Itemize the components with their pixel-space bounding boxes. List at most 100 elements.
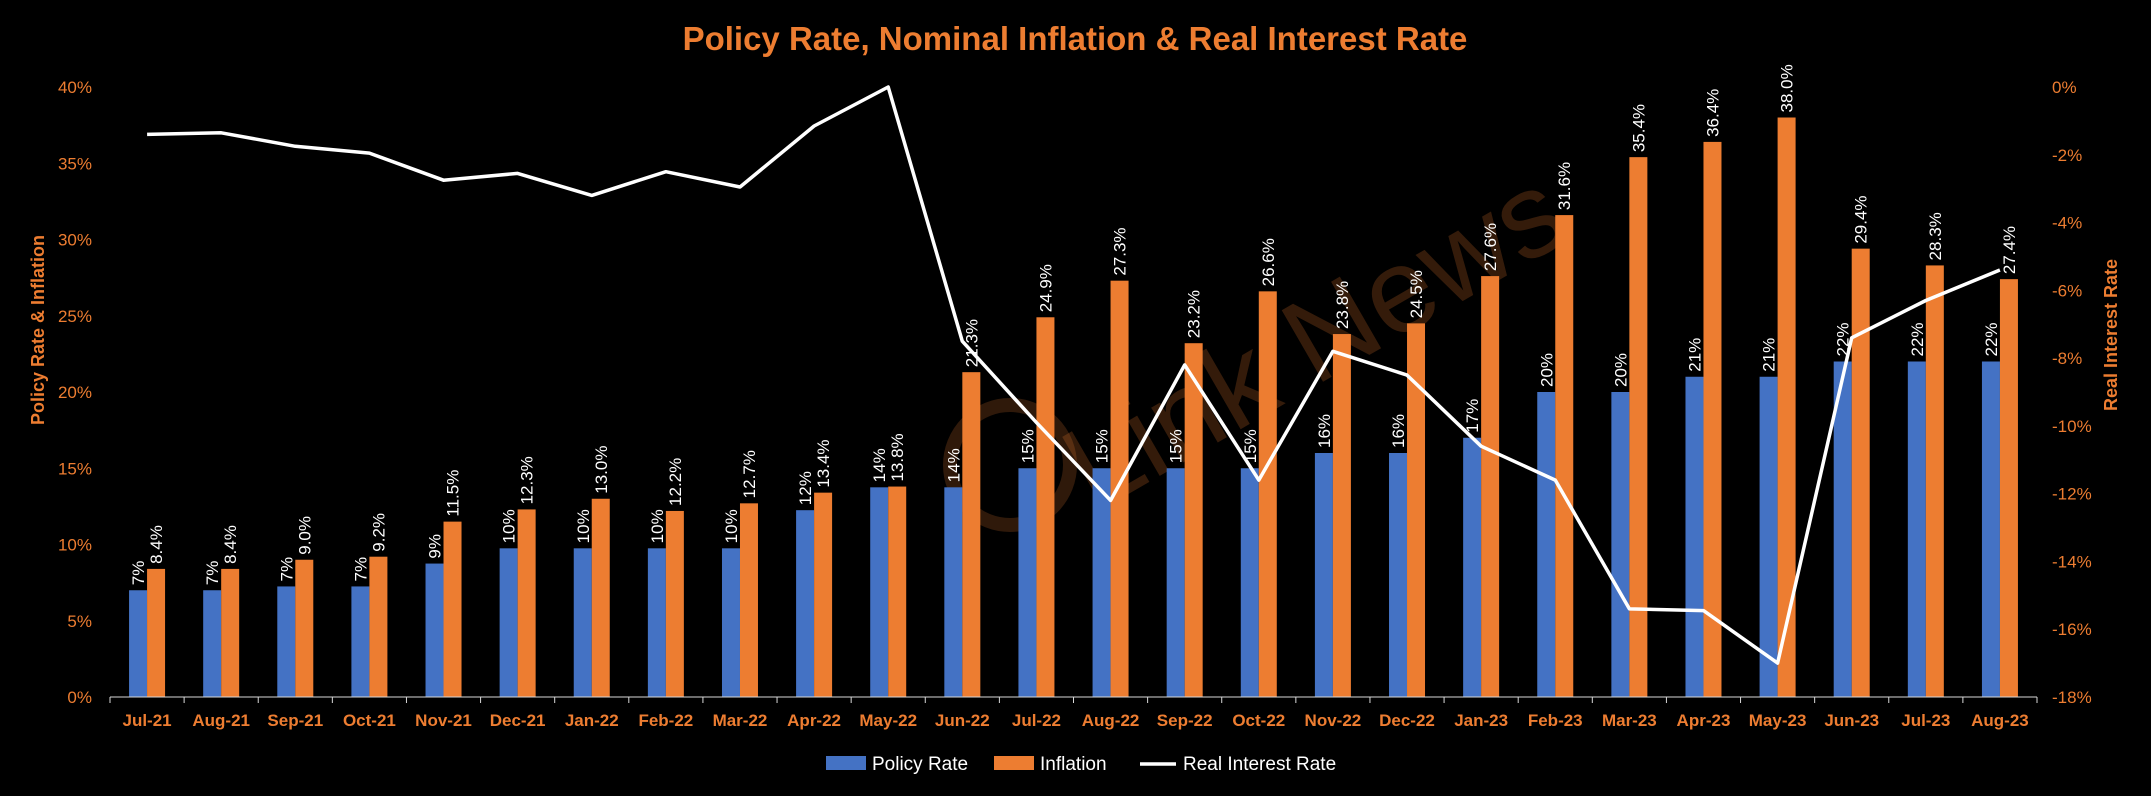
left-tick-label: 5% [67, 612, 92, 631]
inflation-label: 9.0% [295, 516, 314, 555]
inflation-label: 38.0% [1778, 64, 1797, 112]
inflation-label: 8.4% [147, 525, 166, 564]
inflation-bar [517, 509, 536, 697]
policy-rate-label: 7% [203, 561, 222, 586]
x-tick-label: Apr-22 [787, 711, 841, 730]
x-tick-label: Sep-21 [267, 711, 323, 730]
left-tick-label: 35% [58, 154, 92, 173]
legend-label-real-interest-rate: Real Interest Rate [1183, 754, 1336, 775]
policy-rate-bar [1611, 392, 1630, 697]
inflation-bar [1332, 334, 1351, 697]
inflation-bar [1851, 248, 1870, 697]
right-tick-label: -4% [2052, 214, 2082, 233]
inflation-bar [1629, 157, 1648, 697]
policy-rate-bar [203, 590, 222, 697]
x-tick-label: May-22 [859, 711, 917, 730]
x-tick-label: May-23 [1749, 711, 1807, 730]
policy-rate-bar [1240, 468, 1259, 697]
watermark-ring-icon [943, 398, 1077, 532]
x-tick-label: Feb-23 [1528, 711, 1583, 730]
inflation-label: 13.4% [814, 439, 833, 487]
policy-rate-label: 20% [1537, 353, 1556, 387]
policy-rate-bar [944, 487, 963, 697]
x-tick-label: Apr-23 [1677, 711, 1731, 730]
policy-rate-bar [1981, 361, 2000, 697]
left-tick-label: 40% [58, 78, 92, 97]
x-tick-label: Jun-23 [1824, 711, 1879, 730]
policy-rate-bar [1314, 453, 1333, 697]
legend: Policy Rate Inflation Real Interest Rate [826, 754, 1336, 775]
right-y-axis: -18% -16% -14% -12% -10% -8% -6% -4% -2% 0% [2052, 78, 2092, 707]
right-tick-label: -18% [2052, 688, 2092, 707]
real-interest-rate-line [147, 85, 2001, 665]
y-axis-title-right: Real Interest Rate [2101, 259, 2121, 411]
policy-rate-label: 16% [1315, 414, 1334, 448]
inflation-label: 12.7% [740, 450, 759, 498]
right-tick-label: -12% [2052, 485, 2092, 504]
inflation-bar [1999, 279, 2018, 697]
inflation-label: 12.2% [666, 458, 685, 506]
legend-swatch-policy-rate [826, 756, 866, 770]
x-tick-label: Jan-23 [1454, 711, 1508, 730]
line-series [147, 85, 2001, 665]
inflation-bar [1703, 141, 1722, 697]
inflation-label: 27.3% [1111, 227, 1130, 275]
inflation-bar [1407, 323, 1426, 697]
inflation-bar [443, 521, 462, 697]
x-tick-label: Oct-21 [343, 711, 396, 730]
right-tick-label: -8% [2052, 349, 2082, 368]
legend-swatch-inflation [994, 756, 1034, 770]
policy-rate-label: 20% [1611, 353, 1630, 387]
x-tick-label: Jun-22 [935, 711, 990, 730]
inflation-label: 23.8% [1333, 281, 1352, 329]
left-tick-label: 10% [58, 536, 92, 555]
inflation-bar [295, 559, 314, 697]
inflation-label: 12.3% [518, 456, 537, 504]
inflation-bar [962, 372, 981, 697]
inflation-label: 23.2% [1185, 290, 1204, 338]
x-tick-label: Mar-22 [713, 711, 768, 730]
policy-rate-label: 14% [944, 448, 963, 482]
y-axis-title-left: Policy Rate & Inflation [28, 235, 48, 425]
inflation-label: 13.0% [592, 446, 611, 494]
left-y-axis: 0% 5% 10% 15% 20% 25% 30% 35% 40% [58, 78, 92, 707]
right-tick-label: -14% [2052, 552, 2092, 571]
right-tick-label: -16% [2052, 620, 2092, 639]
inflation-bar [665, 510, 684, 697]
chart-title: Policy Rate, Nominal Inflation & Real In… [683, 20, 1468, 57]
policy-rate-bar [796, 510, 815, 697]
policy-rate-bar [1833, 361, 1852, 697]
x-tick-label: Sep-22 [1157, 711, 1213, 730]
policy-rate-bar [721, 548, 740, 697]
policy-rate-label: 9% [426, 534, 445, 559]
x-tick-label: Oct-22 [1232, 711, 1285, 730]
inflation-label: 9.2% [369, 513, 388, 552]
policy-rate-label: 7% [129, 561, 148, 586]
x-tick-label: Mar-23 [1602, 711, 1657, 730]
policy-rate-bar [1759, 376, 1778, 697]
inflation-label: 13.8% [888, 433, 907, 481]
policy-rate-label: 10% [574, 509, 593, 543]
x-tick-label: Nov-21 [415, 711, 472, 730]
inflation-label: 21.3% [962, 319, 981, 367]
left-tick-label: 30% [58, 231, 92, 250]
policy-rate-label: 10% [648, 509, 667, 543]
data-labels: 7%8.4%7%8.4%7%9.0%7%9.2% 9%11.5%10%12.3%1… [129, 64, 2019, 585]
policy-rate-label: 22% [1982, 322, 2001, 356]
inflation-label: 29.4% [1852, 195, 1871, 243]
policy-rate-bar [1018, 468, 1037, 697]
x-tick-label: Jul-23 [1901, 711, 1950, 730]
inflation-label: 35.4% [1629, 104, 1648, 152]
policy-rate-label: 7% [277, 557, 296, 582]
policy-rate-bar [1389, 453, 1408, 697]
policy-rate-bar [1092, 468, 1111, 697]
policy-rate-label: 21% [1685, 338, 1704, 372]
policy-rate-label: 12% [796, 471, 815, 505]
inflation-label: 11.5% [444, 470, 463, 517]
policy-rate-bar [1907, 361, 1926, 697]
x-tick-label: Aug-21 [192, 711, 250, 730]
inflation-bar [1925, 265, 1944, 697]
inflation-bar [1777, 117, 1796, 697]
policy-rate-bar [499, 548, 518, 697]
x-tick-label: Dec-22 [1379, 711, 1435, 730]
